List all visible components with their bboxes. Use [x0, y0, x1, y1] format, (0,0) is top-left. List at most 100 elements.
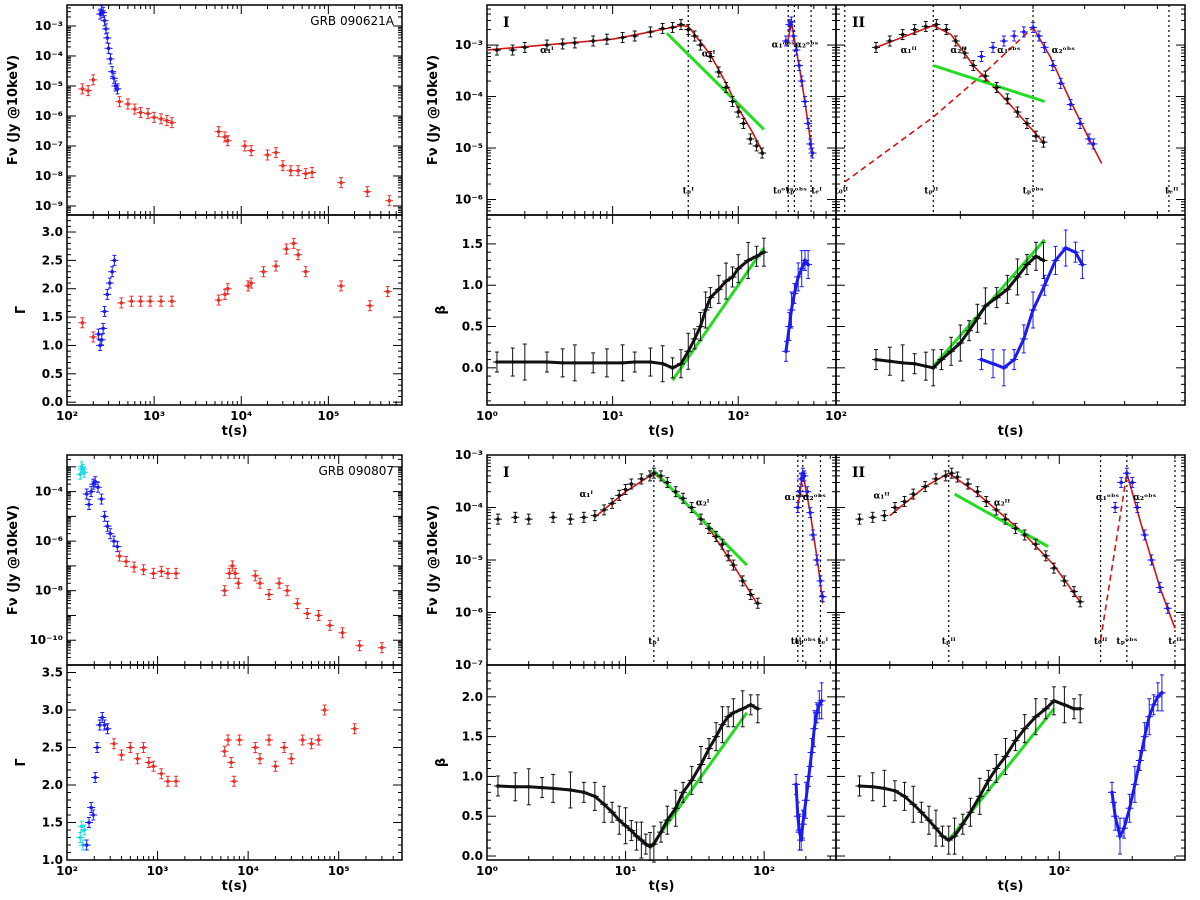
panel-grb1_flux: 10⁻³ 10⁻⁴ 10⁻⁵ 10⁻⁶ 10⁻⁷ 10⁻⁸ 10⁻⁹ Fν (Jy @10ke… [6, 4, 403, 216]
x-tick-label: 10² [825, 409, 847, 423]
data-point [1022, 726, 1027, 731]
data-point [820, 594, 825, 599]
y-tick-label: 0.5 [462, 320, 483, 334]
data-point [1127, 806, 1132, 811]
data-point [882, 513, 887, 518]
data-point [797, 63, 801, 68]
data-point [804, 798, 808, 803]
annotation-label: α₂ᵒᵇˢ [803, 493, 827, 503]
y-tick-label: 10⁻⁶ [455, 606, 483, 620]
data-point [648, 474, 652, 478]
y-tick-label: 10⁻⁶ [35, 534, 63, 548]
data-point [267, 592, 271, 597]
x-tick-label: 10² [56, 409, 78, 423]
series-blue [82, 476, 122, 553]
data-point [605, 361, 609, 365]
data-point [1002, 366, 1006, 370]
x-tick-label: 10⁰ [476, 864, 498, 878]
data-point [281, 163, 285, 168]
series-line [497, 703, 759, 849]
data-point [1022, 30, 1026, 34]
y-tick-label: 1.5 [42, 816, 63, 830]
data-point [159, 569, 164, 574]
data-point [1068, 102, 1073, 107]
fit-line-green [932, 64, 1046, 103]
data-point [1118, 834, 1122, 838]
data-point [510, 48, 515, 52]
data-point [105, 36, 110, 40]
annotation-label: α₂ᴵ [702, 49, 716, 59]
y-tick-label: 10⁻³ [455, 448, 483, 462]
x-tick-label: 10⁴ [237, 864, 259, 878]
data-point [629, 828, 634, 833]
data-point [1022, 337, 1026, 341]
data-point [1080, 262, 1085, 267]
data-point [962, 51, 967, 55]
data-point [309, 741, 314, 746]
data-point [296, 252, 300, 257]
annotation-label: tₚᵒᵇˢ [1023, 187, 1044, 197]
data-point [882, 786, 887, 791]
data-point [96, 485, 100, 490]
data-point [924, 24, 928, 29]
data-point [665, 480, 670, 485]
data-point [754, 144, 759, 148]
data-point [80, 87, 85, 91]
y-tick-label: 10⁻⁴ [35, 485, 63, 499]
data-point [794, 782, 798, 787]
panel-label: I [503, 15, 510, 31]
data-point [1015, 275, 1020, 279]
x-tick-label: 10⁵ [328, 864, 350, 878]
data-point [665, 818, 670, 823]
data-point [923, 484, 928, 489]
plot-frame [66, 4, 403, 216]
annotation-label: α₂ᴵᴵ [994, 498, 1011, 508]
data-point [82, 470, 87, 475]
data-point [740, 579, 745, 583]
y-tick-label: 1.5 [462, 237, 483, 251]
data-point [159, 771, 164, 776]
data-point [119, 753, 124, 757]
data-point [328, 623, 332, 628]
data-point [912, 27, 917, 32]
data-point [258, 581, 262, 586]
data-point [870, 784, 875, 789]
data-point [117, 554, 122, 558]
data-point [1087, 137, 1091, 141]
y-tick-label: 10⁻⁹ [35, 199, 63, 213]
data-point [593, 794, 597, 799]
data-point [1034, 254, 1038, 259]
data-point [274, 150, 278, 155]
data-point [1012, 34, 1016, 38]
data-point [736, 266, 741, 271]
data-point [736, 110, 741, 114]
data-point [670, 366, 675, 370]
plot-frame [66, 214, 403, 406]
data-point [966, 482, 970, 486]
data-point [216, 129, 221, 134]
data-point [902, 499, 907, 504]
data-point [110, 269, 114, 274]
annotation-label: tₚᴵ [648, 637, 660, 647]
fit-line-green [665, 32, 765, 131]
data-point [115, 87, 120, 91]
data-point [237, 738, 242, 742]
data-point [170, 120, 174, 125]
series-blue [1111, 467, 1172, 614]
y-axis-label: Γ [14, 306, 29, 314]
data-point [267, 738, 271, 742]
data-point [819, 699, 824, 703]
data-point [117, 99, 122, 104]
data-point [699, 517, 703, 521]
data-point [1037, 34, 1041, 38]
data-point [605, 37, 609, 41]
data-point [253, 573, 258, 578]
data-point [253, 745, 258, 750]
plot-frame [835, 664, 1186, 861]
data-point [971, 63, 976, 68]
data-point [681, 496, 685, 501]
y-tick-label: 10⁻⁸ [35, 584, 63, 598]
data-point [708, 54, 713, 59]
data-point [870, 515, 875, 520]
data-point [119, 301, 124, 305]
